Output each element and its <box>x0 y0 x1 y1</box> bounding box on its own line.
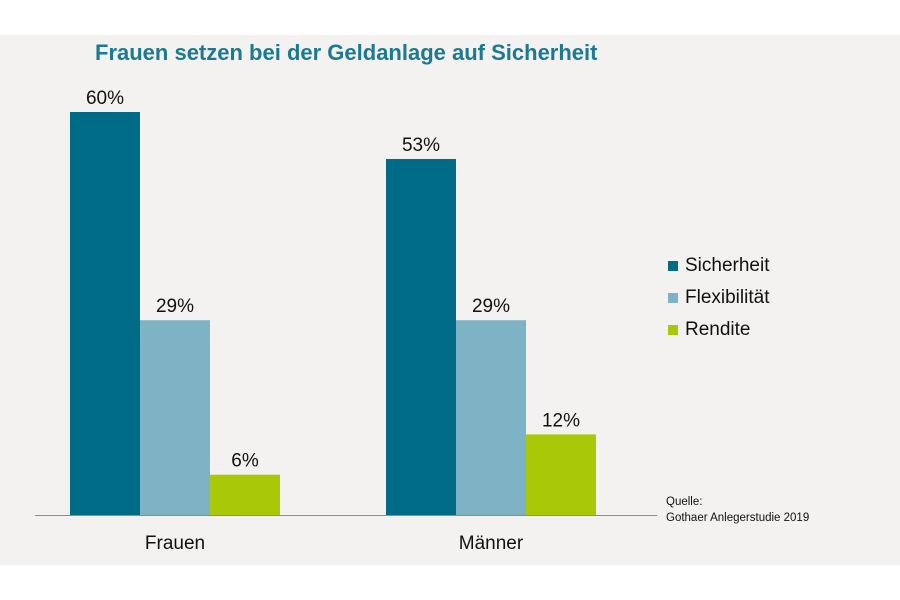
bar-männer-2 <box>526 434 596 515</box>
data-label: 29% <box>472 296 510 317</box>
source-note: Quelle: Gothaer Anlegerstudie 2019 <box>666 494 809 526</box>
bar-männer-0 <box>386 159 456 515</box>
legend-label-flexibilitaet: Flexibilität <box>685 287 770 308</box>
category-label: Männer <box>459 533 524 554</box>
legend-item-sicherheit: Sicherheit <box>668 250 770 282</box>
data-label: 12% <box>542 410 580 431</box>
category-label: Frauen <box>145 533 205 554</box>
data-label: 53% <box>402 135 440 156</box>
legend-label-rendite: Rendite <box>685 319 751 340</box>
legend-swatch-sicherheit <box>668 261 678 271</box>
source-text: Gothaer Anlegerstudie 2019 <box>666 512 810 524</box>
legend-label-sicherheit: Sicherheit <box>685 255 770 276</box>
bar-männer-1 <box>456 320 526 515</box>
legend-item-flexibilitaet: Flexibilität <box>668 282 770 314</box>
chart-title: Frauen setzen bei der Geldanlage auf Sic… <box>95 40 598 65</box>
data-label: 6% <box>231 451 259 472</box>
bar-frauen-0 <box>70 112 140 515</box>
bar-frauen-1 <box>140 320 210 515</box>
data-label: 60% <box>86 88 124 109</box>
legend-item-rendite: Rendite <box>668 314 770 346</box>
legend: Sicherheit Flexibilität Rendite <box>668 250 770 346</box>
source-label: Quelle: <box>666 496 703 508</box>
legend-swatch-flexibilitaet <box>668 293 678 303</box>
bar-frauen-2 <box>210 474 280 515</box>
data-label: 29% <box>156 296 194 317</box>
legend-swatch-rendite <box>668 325 678 335</box>
